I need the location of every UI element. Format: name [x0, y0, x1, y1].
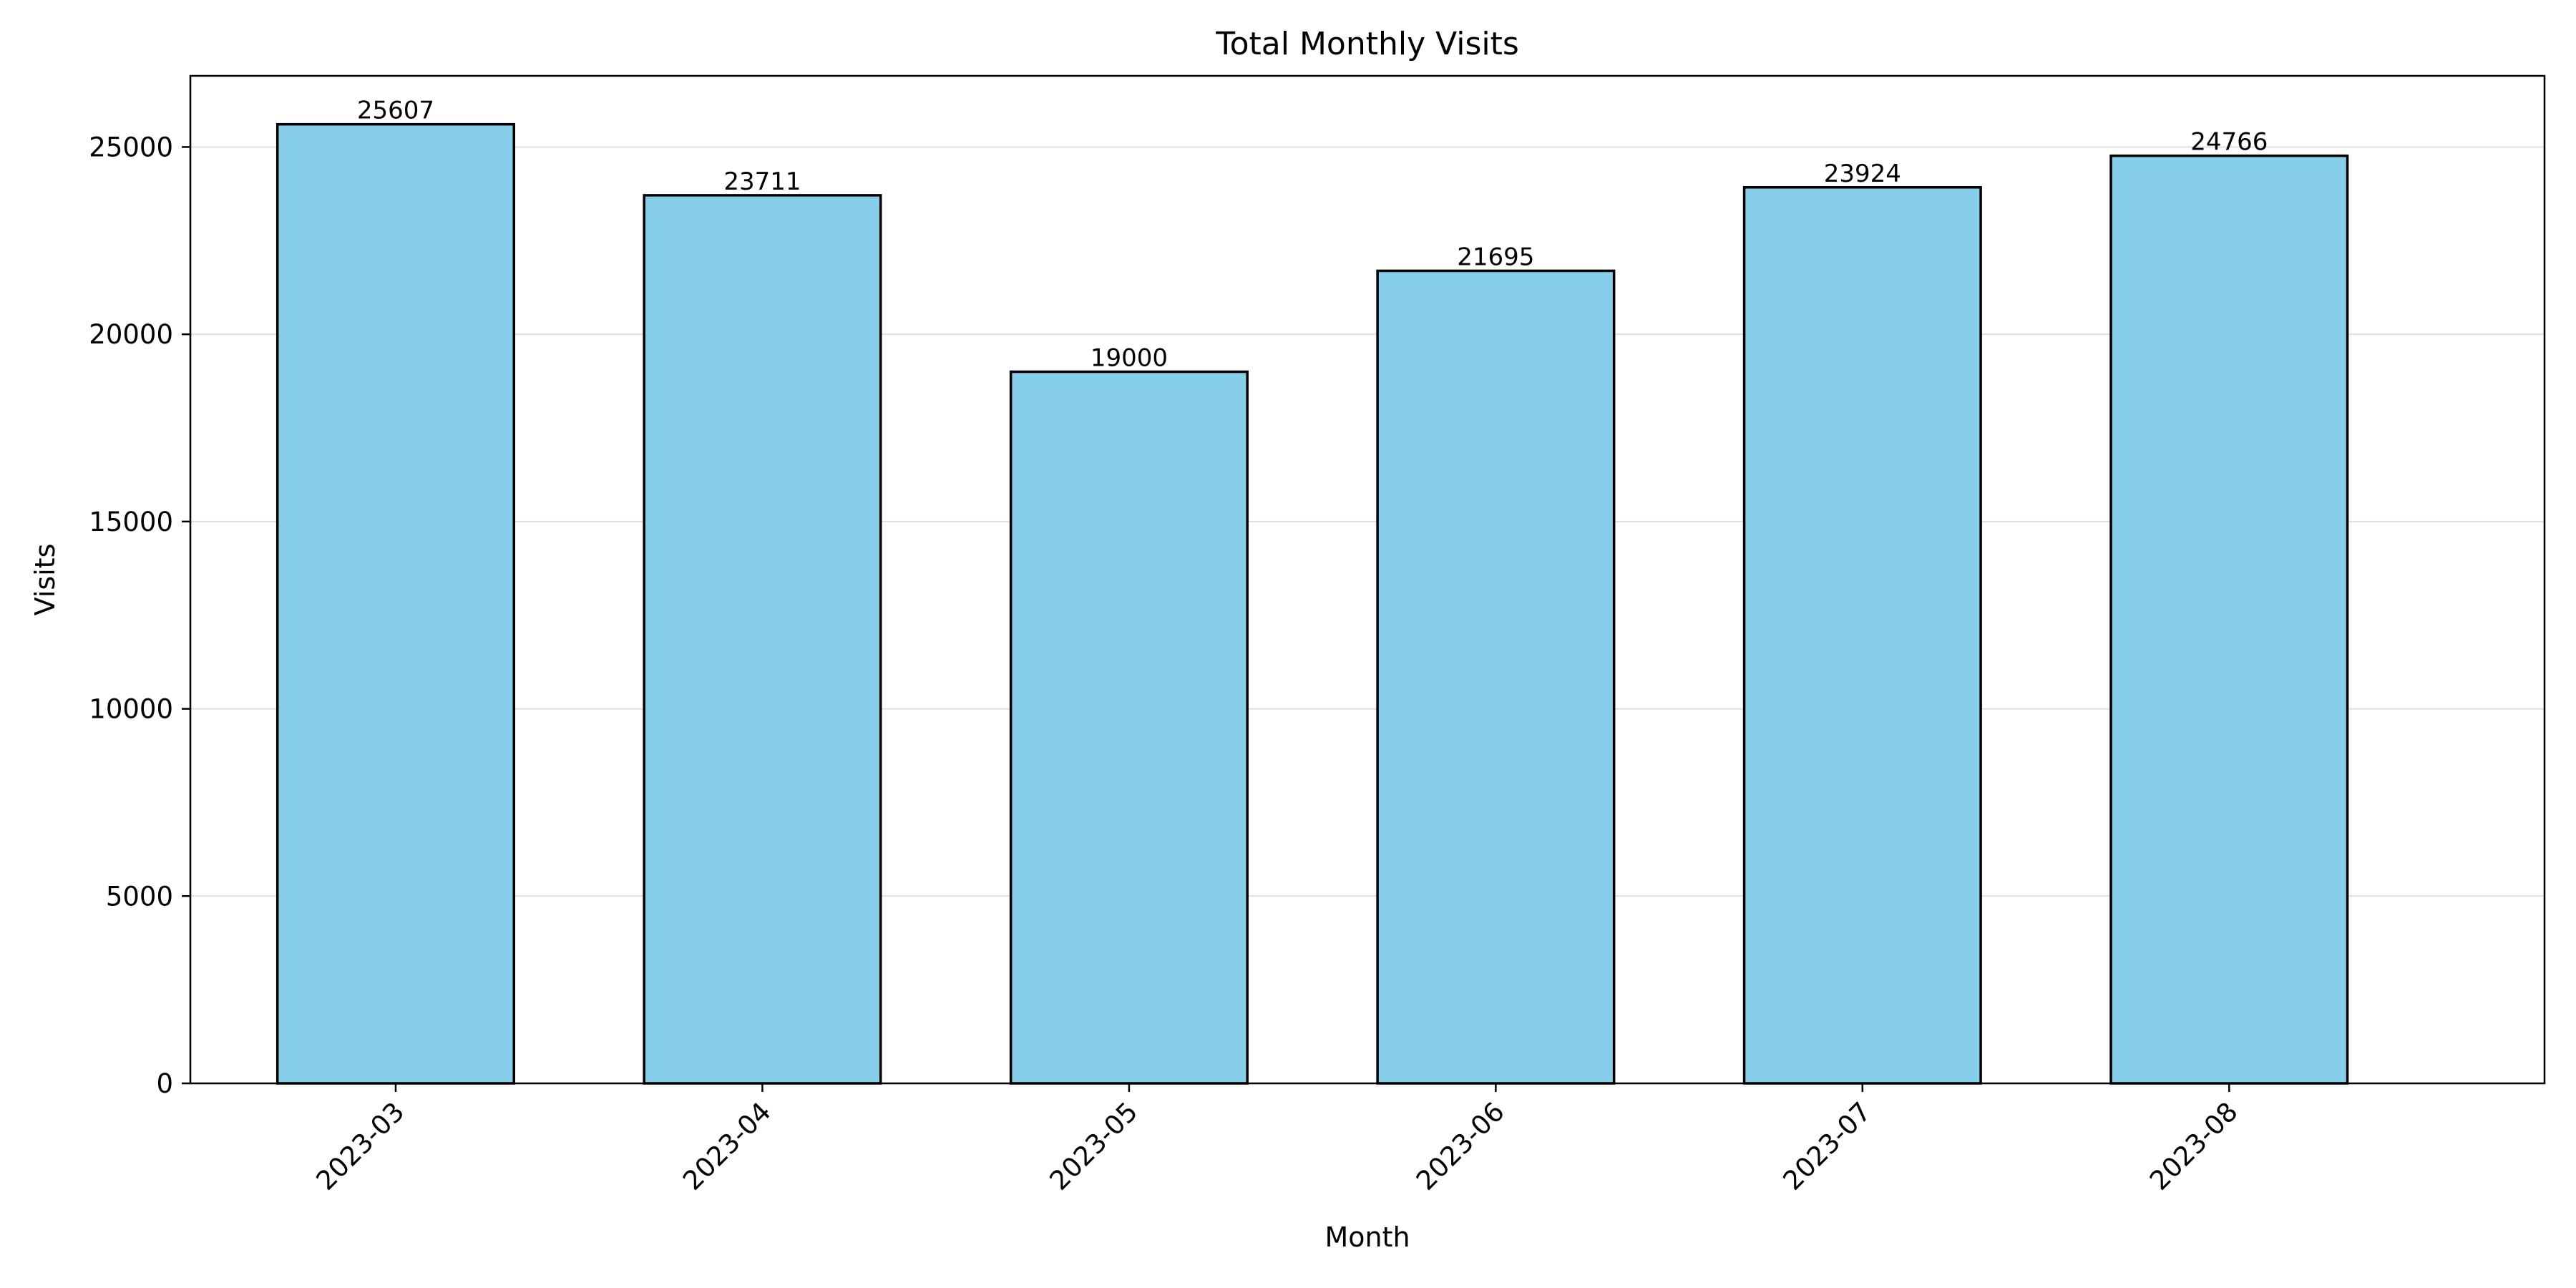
- bars: [275, 122, 2349, 1085]
- x-tick-label: 2023-04: [677, 1096, 777, 1196]
- bar-2023-06: [1376, 269, 1616, 1085]
- bar-2023-03: [275, 122, 515, 1085]
- bar-2023-07: [1742, 186, 1982, 1085]
- y-tick-label: 10000: [89, 694, 173, 725]
- bar-2023-05: [1009, 370, 1249, 1085]
- data-label-2023-07: 23924: [1824, 160, 1901, 188]
- x-tick-label: 2023-05: [1044, 1096, 1144, 1196]
- bar-2023-04: [643, 194, 882, 1085]
- x-tick-label: 2023-07: [1777, 1096, 1877, 1196]
- bar-2023-08: [2109, 154, 2349, 1085]
- x-tick-label: 2023-06: [1410, 1096, 1511, 1196]
- data-label-2023-08: 24766: [2190, 128, 2268, 157]
- y-tick-label: 15000: [89, 507, 173, 537]
- y-axis-label: Visits: [29, 544, 61, 616]
- y-axis-ticks: 0 5000 10000 15000 20000 25000: [89, 132, 190, 1099]
- y-tick-label: 20000: [89, 319, 173, 350]
- x-tick-label: 2023-08: [2144, 1096, 2244, 1196]
- plot-frame: [189, 74, 2546, 1085]
- data-label-2023-06: 21695: [1457, 243, 1534, 271]
- data-label-2023-04: 23711: [723, 167, 801, 196]
- x-tick-label: 2023-03: [311, 1096, 411, 1196]
- data-labels: 25607 23711 19000 21695 23924 24766: [357, 97, 2268, 373]
- data-label-2023-03: 25607: [357, 97, 434, 125]
- y-tick-label: 0: [156, 1068, 173, 1099]
- y-tick-label: 5000: [106, 881, 173, 912]
- data-label-2023-05: 19000: [1091, 344, 1168, 373]
- chart-title: Total Monthly Visits: [1215, 26, 1519, 62]
- y-tick-label: 25000: [89, 132, 173, 162]
- x-axis-label: Month: [1324, 1221, 1410, 1253]
- x-axis-ticks: 2023-03 2023-04 2023-05 2023-06 2023-07 2023-…: [311, 1083, 2244, 1196]
